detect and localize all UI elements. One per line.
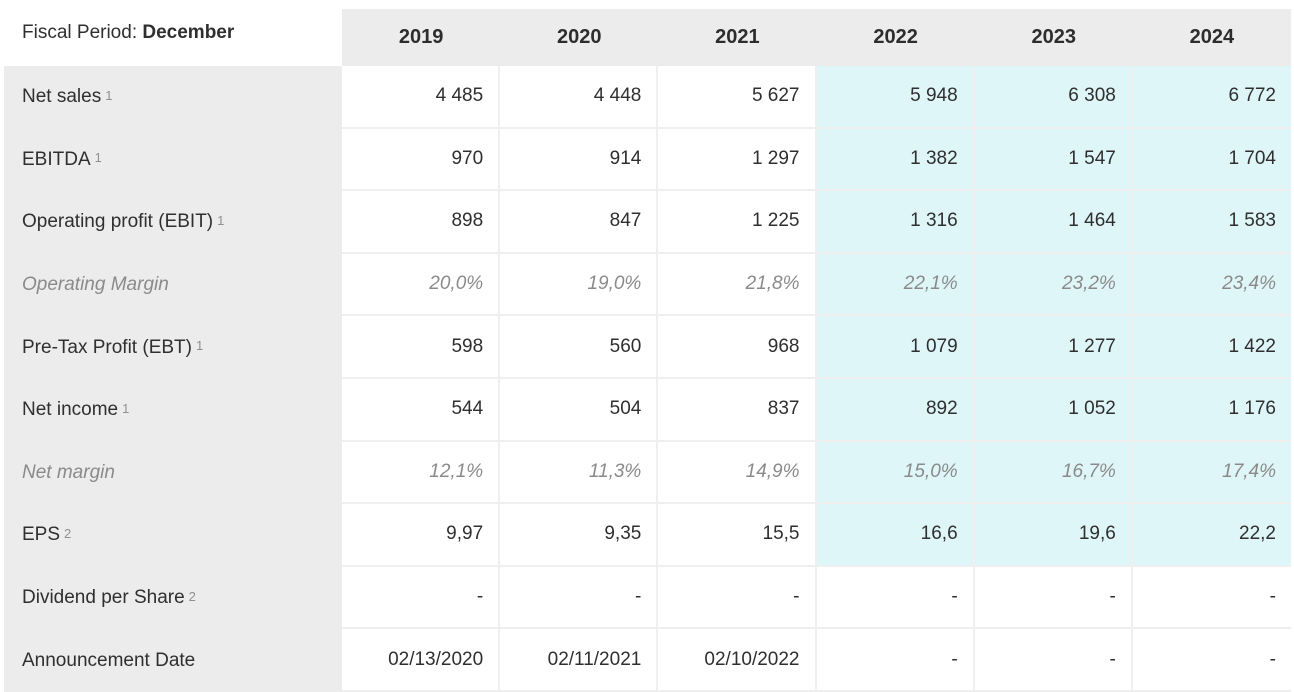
- column-header-2021: 2021: [658, 0, 817, 66]
- cell-eps-2023: 19,6: [974, 504, 1133, 567]
- cell-operating-profit-2023: 1 464: [974, 191, 1133, 254]
- cell-net-margin-2020: 11,3%: [500, 441, 659, 505]
- cell-net-margin-2022: 15,0%: [816, 441, 975, 505]
- cell-operating-profit-2021: 1 225: [658, 191, 817, 254]
- cell-operating-margin-2022: 22,1%: [816, 253, 975, 317]
- row-label-pretax-profit: Pre-Tax Profit (EBT) 1: [4, 316, 342, 379]
- cell-net-margin-2021: 14,9%: [658, 441, 817, 505]
- cell-ebitda-2020: 914: [500, 128, 659, 192]
- cell-ebitda-2019: 970: [342, 128, 501, 192]
- footnote-marker: 2: [188, 588, 196, 604]
- footnote-marker: 1: [94, 150, 102, 166]
- footnote-marker: 1: [195, 338, 204, 354]
- cell-dividend-2023: -: [974, 566, 1133, 630]
- footnote-marker: 1: [105, 87, 113, 103]
- cell-pretax-profit-2019: 598: [342, 316, 501, 379]
- cell-net-sales-2024: 6 772: [1132, 66, 1291, 129]
- row-label-operating-profit: Operating profit (EBIT) 1: [4, 191, 342, 254]
- cell-net-sales-2023: 6 308: [974, 66, 1133, 129]
- cell-dividend-2021: -: [658, 566, 817, 630]
- cell-announcement-2023: -: [974, 629, 1133, 692]
- cell-ebitda-2022: 1 382: [816, 128, 975, 192]
- row-label-net-sales: Net sales 1: [4, 66, 342, 129]
- cell-operating-margin-2023: 23,2%: [974, 253, 1133, 317]
- cell-dividend-2020: -: [500, 566, 659, 630]
- cell-operating-margin-2024: 23,4%: [1132, 253, 1291, 317]
- row-label-announcement-date: Announcement Date: [4, 629, 342, 692]
- cell-net-income-2020: 504: [500, 378, 659, 442]
- cell-eps-2024: 22,2: [1132, 504, 1291, 567]
- cell-net-income-2024: 1 176: [1132, 378, 1291, 442]
- column-header-2022: 2022: [816, 0, 975, 66]
- cell-net-sales-2022: 5 948: [816, 66, 975, 129]
- fiscal-period-header: Fiscal Period: December: [4, 0, 342, 66]
- row-label-net-income: Net income 1: [4, 378, 342, 442]
- cell-operating-profit-2022: 1 316: [816, 191, 975, 254]
- column-header-2024: 2024: [1132, 0, 1291, 66]
- cell-pretax-profit-2020: 560: [500, 316, 659, 379]
- cell-operating-margin-2021: 21,8%: [658, 253, 817, 317]
- row-label-net-margin: Net margin: [4, 441, 342, 505]
- cell-net-margin-2024: 17,4%: [1132, 441, 1291, 505]
- cell-pretax-profit-2023: 1 277: [974, 316, 1133, 379]
- cell-announcement-2019: 02/13/2020: [342, 629, 501, 692]
- cell-dividend-2019: -: [342, 566, 501, 630]
- cell-announcement-2022: -: [816, 629, 975, 692]
- cell-operating-margin-2020: 19,0%: [500, 253, 659, 317]
- cell-ebitda-2024: 1 704: [1132, 128, 1291, 192]
- cell-net-income-2022: 892: [816, 378, 975, 442]
- column-header-2019: 2019: [342, 0, 501, 66]
- cell-eps-2022: 16,6: [816, 504, 975, 567]
- cell-operating-margin-2019: 20,0%: [342, 253, 501, 317]
- cell-net-sales-2019: 4 485: [342, 66, 501, 129]
- cell-net-income-2019: 544: [342, 378, 501, 442]
- cell-eps-2019: 9,97: [342, 504, 501, 567]
- cell-net-margin-2023: 16,7%: [974, 441, 1133, 505]
- fiscal-period-month: December: [142, 22, 235, 43]
- cell-net-margin-2019: 12,1%: [342, 441, 501, 505]
- cell-ebitda-2021: 1 297: [658, 128, 817, 192]
- row-label-dividend-per-share: Dividend per Share 2: [4, 566, 342, 630]
- cell-operating-profit-2024: 1 583: [1132, 191, 1291, 254]
- cell-announcement-2020: 02/11/2021: [500, 629, 659, 692]
- cell-net-sales-2021: 5 627: [658, 66, 817, 129]
- fiscal-period-label: Fiscal Period:: [22, 22, 143, 43]
- footnote-marker: 1: [217, 212, 225, 228]
- cell-operating-profit-2020: 847: [500, 191, 659, 254]
- row-label-ebitda: EBITDA 1: [4, 128, 342, 192]
- cell-dividend-2024: -: [1132, 566, 1291, 630]
- footnote-marker: 1: [122, 400, 130, 416]
- cell-announcement-2021: 02/10/2022: [658, 629, 817, 692]
- cell-dividend-2022: -: [816, 566, 975, 630]
- row-label-eps: EPS 2: [4, 504, 342, 567]
- column-header-2020: 2020: [500, 0, 659, 66]
- row-label-operating-margin: Operating Margin: [4, 253, 342, 317]
- cell-announcement-2024: -: [1132, 629, 1291, 692]
- footnote-marker: 2: [64, 525, 72, 541]
- cell-ebitda-2023: 1 547: [974, 128, 1133, 192]
- cell-net-sales-2020: 4 448: [500, 66, 659, 129]
- cell-eps-2020: 9,35: [500, 504, 659, 567]
- cell-net-income-2021: 837: [658, 378, 817, 442]
- cell-pretax-profit-2022: 1 079: [816, 316, 975, 379]
- cell-pretax-profit-2021: 968: [658, 316, 817, 379]
- cell-operating-profit-2019: 898: [342, 191, 501, 254]
- cell-eps-2021: 15,5: [658, 504, 817, 567]
- cell-net-income-2023: 1 052: [974, 378, 1133, 442]
- column-header-2023: 2023: [974, 0, 1133, 66]
- cell-pretax-profit-2024: 1 422: [1132, 316, 1291, 379]
